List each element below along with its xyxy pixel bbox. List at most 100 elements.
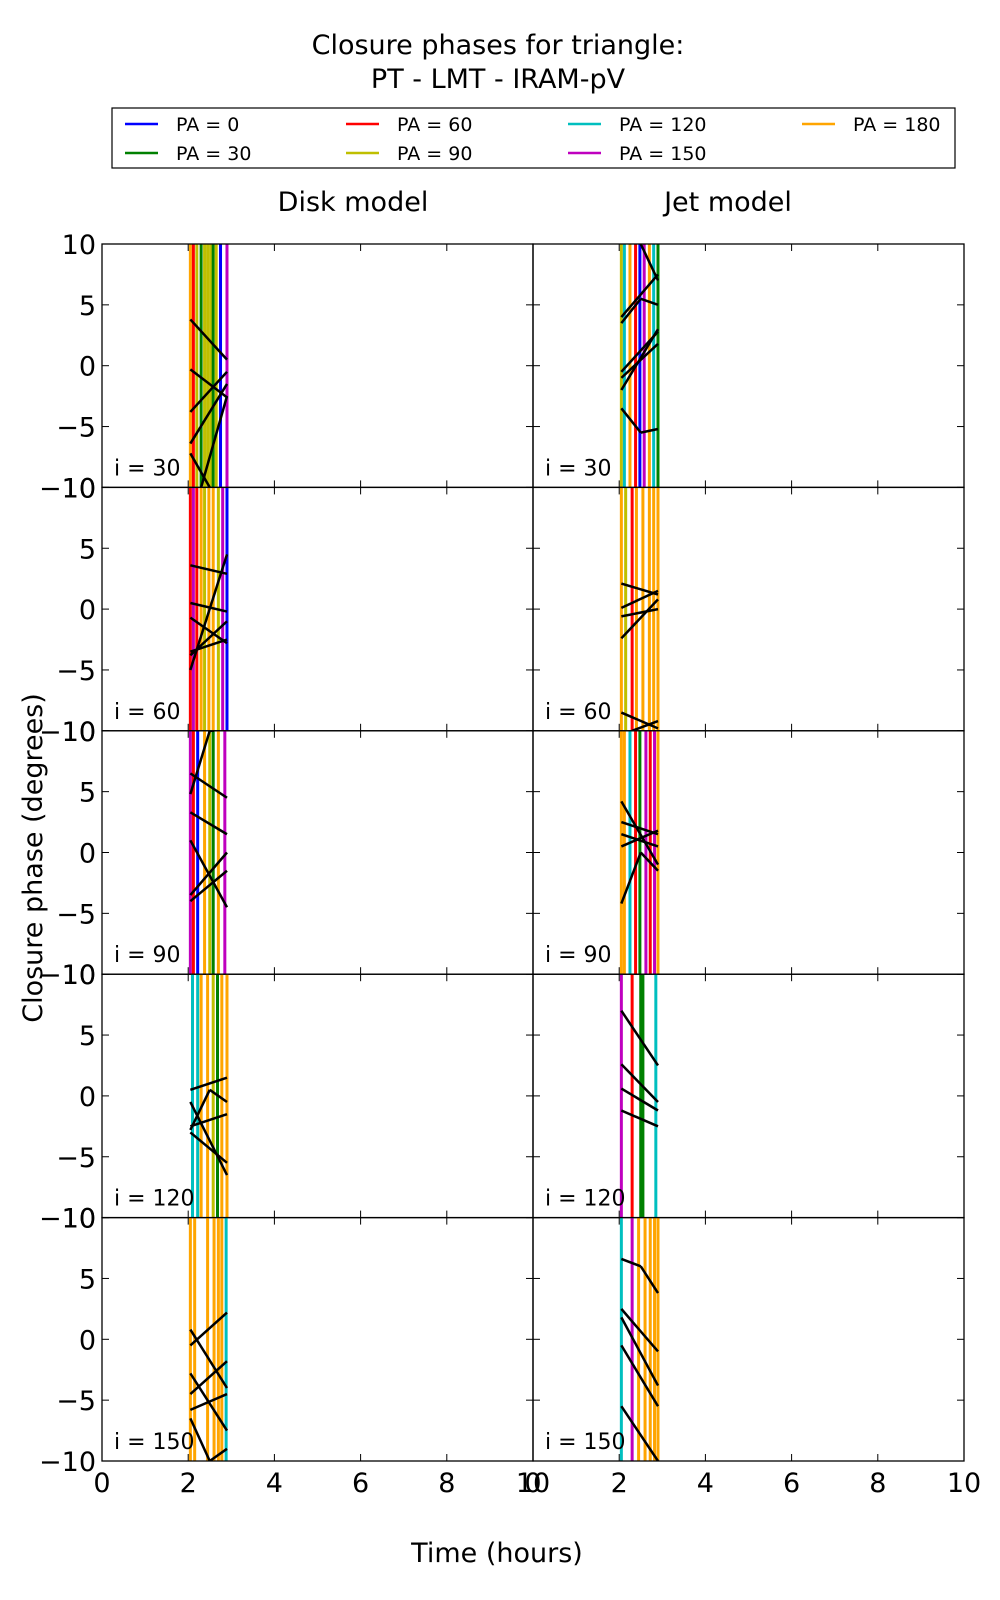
panel: 0 2 4 6 8 10 i = 150 bbox=[524, 1216, 981, 1499]
legend-entry: PA = 0 bbox=[125, 114, 239, 136]
chart-title-line-2: PT - LMT - IRAM-pV bbox=[371, 64, 626, 95]
x-tick-label: 2 bbox=[180, 1468, 197, 1499]
legend-label: PA = 120 bbox=[619, 114, 707, 136]
data-segment bbox=[189, 1131, 228, 1164]
panel: i = 30 bbox=[532, 243, 965, 489]
data-segment bbox=[620, 852, 642, 905]
y-tick-label: −5 bbox=[56, 899, 96, 930]
legend-entry: PA = 120 bbox=[568, 114, 707, 136]
panel: 10 5 0 −5 −10 i = 90 bbox=[39, 717, 534, 991]
panel-plot-area bbox=[189, 974, 229, 1218]
y-tick-label: −10 bbox=[39, 960, 96, 991]
x-tick-label: 10 bbox=[947, 1468, 981, 1499]
panel-grid: 10 5 0 −5 −10 i = 30 i = 30 10 5 0 −5 −10 i = 60 i = … bbox=[39, 230, 981, 1499]
data-segment bbox=[190, 601, 228, 613]
panel: i = 90 bbox=[532, 730, 965, 975]
y-tick-label: 0 bbox=[79, 1325, 96, 1356]
y-tick-label: 5 bbox=[79, 778, 96, 809]
column-title-jet: Jet model bbox=[662, 187, 792, 218]
panel-frame bbox=[101, 486, 534, 732]
column-title-disk: Disk model bbox=[278, 187, 429, 218]
panel-frame bbox=[532, 486, 965, 732]
data-segment bbox=[209, 1447, 228, 1461]
data-segment bbox=[620, 589, 659, 610]
panel: 10 5 0 −5 −10 i = 30 bbox=[39, 230, 534, 504]
data-segment bbox=[189, 869, 228, 903]
y-axis-label: Closure phase (degrees) bbox=[18, 693, 49, 1023]
data-segment bbox=[189, 1076, 228, 1092]
panel-plot-area bbox=[188, 487, 229, 731]
data-segment bbox=[189, 452, 211, 488]
inclination-label: i = 120 bbox=[114, 1187, 195, 1212]
chart-title-line-1: Closure phases for triangle: bbox=[312, 30, 685, 61]
panel-plot-area bbox=[188, 244, 229, 488]
data-segment bbox=[620, 273, 659, 318]
x-tick-label: 6 bbox=[783, 1468, 800, 1499]
data-segment bbox=[189, 811, 228, 836]
y-tick-label: 10 bbox=[62, 960, 96, 991]
legend-label: PA = 60 bbox=[397, 114, 472, 136]
panel-frame bbox=[532, 243, 965, 489]
legend: PA = 0 PA = 30 PA = 60 PA = 90 PA = 120 PA = … bbox=[111, 107, 956, 169]
y-tick-label: −10 bbox=[39, 473, 96, 504]
panel-frame bbox=[532, 730, 965, 975]
panel-frame bbox=[101, 973, 534, 1219]
data-segment bbox=[620, 1087, 659, 1112]
y-tick-label: 0 bbox=[79, 1082, 96, 1113]
data-segment bbox=[189, 851, 228, 896]
inclination-label: i = 120 bbox=[545, 1187, 626, 1212]
y-tick-label: 10 bbox=[62, 717, 96, 748]
panel-plot-area bbox=[619, 244, 660, 488]
inclination-label: i = 90 bbox=[545, 943, 612, 968]
y-tick-label: −5 bbox=[56, 656, 96, 687]
legend-label: PA = 150 bbox=[619, 143, 707, 165]
data-segment bbox=[639, 244, 660, 282]
data-segment bbox=[189, 730, 211, 795]
y-tick-label: 0 bbox=[79, 352, 96, 383]
data-segment bbox=[189, 553, 229, 671]
y-tick-label: 0 bbox=[79, 839, 96, 870]
legend-label: PA = 30 bbox=[176, 143, 251, 165]
x-tick-label: 2 bbox=[611, 1468, 628, 1499]
x-tick-label: 8 bbox=[869, 1468, 886, 1499]
legend-entry: PA = 30 bbox=[125, 143, 251, 165]
y-tick-label: −10 bbox=[39, 717, 96, 748]
x-axis-label: Time (hours) bbox=[410, 1538, 583, 1569]
data-segment bbox=[620, 1344, 660, 1407]
data-segment bbox=[620, 800, 660, 866]
panel-plot-area bbox=[619, 730, 660, 975]
data-segment bbox=[640, 297, 659, 307]
panel-plot-area bbox=[188, 730, 229, 975]
data-segment bbox=[620, 1405, 660, 1461]
data-segment bbox=[640, 427, 659, 434]
x-tick-label: 6 bbox=[352, 1468, 369, 1499]
panel: i = 60 bbox=[532, 486, 965, 732]
data-segment bbox=[620, 598, 659, 640]
x-tick-label: 0 bbox=[524, 1468, 541, 1499]
data-segment bbox=[621, 607, 659, 618]
data-segment bbox=[639, 851, 659, 872]
x-tick-label: 10 bbox=[516, 1468, 550, 1499]
legend-entry: PA = 90 bbox=[346, 143, 472, 165]
legend-entry: PA = 60 bbox=[346, 114, 472, 136]
y-tick-label: 5 bbox=[79, 291, 96, 322]
data-segment bbox=[189, 772, 228, 799]
x-tick-label: 4 bbox=[266, 1468, 283, 1499]
panel: 10 5 0 −5 −10 i = 120 bbox=[39, 960, 534, 1235]
data-segment bbox=[189, 1311, 228, 1347]
legend-label: PA = 180 bbox=[853, 114, 941, 136]
x-tick-label: 4 bbox=[697, 1468, 714, 1499]
inclination-label: i = 150 bbox=[114, 1430, 195, 1455]
panel-plot-area bbox=[619, 974, 660, 1218]
data-segment bbox=[189, 1392, 228, 1412]
data-segment bbox=[189, 1101, 229, 1176]
y-tick-label: 0 bbox=[79, 595, 96, 626]
panel-frame bbox=[101, 243, 534, 489]
data-segment bbox=[639, 1265, 660, 1294]
panel-plot-area bbox=[619, 1217, 660, 1461]
y-tick-label: −5 bbox=[56, 1386, 96, 1417]
y-tick-label: 10 bbox=[62, 1204, 96, 1235]
inclination-label: i = 60 bbox=[545, 700, 612, 725]
y-tick-label: −10 bbox=[39, 1447, 96, 1478]
